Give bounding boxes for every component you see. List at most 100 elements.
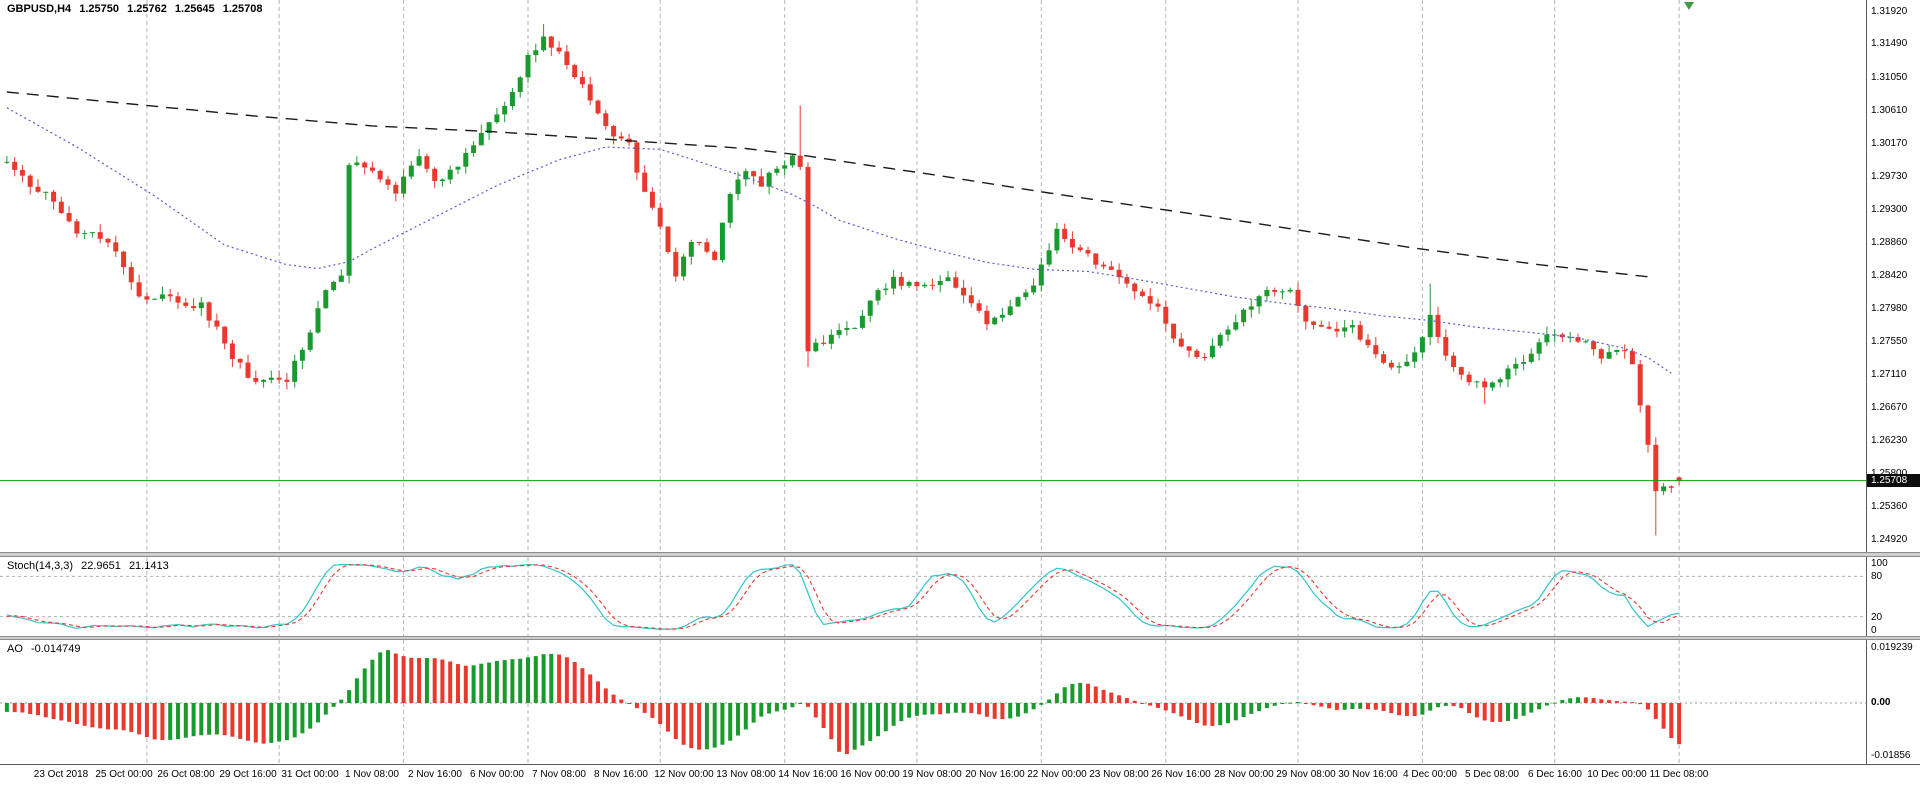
time-axis-label: 30 Nov 16:00 (1338, 769, 1398, 780)
candle-body (455, 166, 461, 170)
candle-body (1567, 337, 1573, 339)
ao-name: AO (7, 643, 23, 655)
candle-body (1093, 253, 1099, 265)
price-axis-label: 1.27110 (1871, 369, 1907, 380)
ao-bar (541, 654, 546, 704)
candle-body (1482, 381, 1488, 388)
ao-bar (1366, 703, 1370, 710)
candle-body (183, 302, 189, 306)
candle-body (1085, 250, 1091, 254)
awesome-oscillator-canvas[interactable] (0, 640, 1866, 764)
price-axis[interactable]: 1.25708 1.31920 1.31490 1.31050 1.30610 1.30… (1866, 0, 1920, 764)
candle-body (828, 334, 834, 344)
candle-body (1412, 352, 1418, 362)
candle-body (1256, 296, 1262, 307)
ao-bar (930, 703, 935, 715)
candle-body (1583, 341, 1589, 343)
candle-body (875, 290, 881, 301)
ao-bar (1622, 701, 1627, 703)
price-axis-label: 1.30170 (1871, 138, 1908, 149)
ao-bar (899, 703, 904, 722)
ao-bar (782, 703, 787, 710)
ao-bar (1327, 703, 1332, 709)
ao-bar (292, 703, 297, 738)
candle-body (704, 242, 710, 252)
ao-bar (642, 703, 647, 713)
stochastic-d-value: 21.1413 (128, 560, 169, 572)
pane-separator[interactable] (0, 552, 1920, 557)
candle-body (992, 317, 998, 325)
stoch-k-line (6, 563, 1680, 630)
candle-body (1544, 334, 1550, 343)
candle-body (1163, 306, 1169, 324)
ao-bar (1669, 703, 1674, 738)
candle-body (385, 179, 391, 185)
candle-body (1513, 363, 1519, 369)
candle-body (1186, 346, 1192, 351)
ao-bar (1373, 703, 1378, 710)
price-axis-label: 1.25800 (1871, 468, 1907, 480)
ao-bar (230, 703, 235, 737)
ao-bar (837, 703, 842, 752)
ao-bar (1521, 703, 1526, 716)
ao-bar (1156, 703, 1160, 708)
ao-bar (1467, 703, 1472, 713)
candle-body (463, 153, 469, 167)
ao-bar (1070, 683, 1075, 704)
candle-body (338, 275, 344, 282)
ao-bar (1163, 703, 1168, 711)
ao-bar (1218, 703, 1223, 726)
stochastic-pane[interactable]: Stoch(14,3,3) 22.9651 21.1413 (0, 557, 1866, 636)
price-chart-canvas[interactable] (0, 0, 1866, 552)
ao-bar (1591, 698, 1596, 703)
ao-bar (1047, 699, 1052, 704)
ao-bar (1560, 700, 1565, 703)
candle-body (222, 326, 228, 344)
time-axis[interactable]: 23 Oct 2018 25 Oct 00:00 26 Oct 08:00 29 Oc… (0, 764, 1920, 786)
ao-bar (1358, 703, 1363, 709)
candle-body (1326, 326, 1332, 329)
candle-body (1311, 321, 1317, 325)
awesome-oscillator-pane[interactable]: AO -0.014749 (0, 640, 1866, 764)
chart-shift-marker-icon[interactable] (1684, 2, 1694, 10)
ao-bar (992, 703, 997, 719)
candle-body (1676, 477, 1682, 481)
candle-body (1287, 289, 1293, 292)
candle-body (1653, 444, 1659, 492)
main-price-pane[interactable]: GBPUSD,H4 1.25750 1.25762 1.25645 1.2570… (0, 0, 1866, 552)
ao-bar (1498, 703, 1503, 722)
candle-body (937, 281, 943, 286)
ao-bar (1140, 703, 1145, 704)
time-axis-label: 29 Oct 16:00 (219, 769, 277, 780)
ao-bar (697, 703, 702, 750)
ao-bar (1078, 682, 1083, 703)
ao-bar (868, 703, 873, 741)
ao-bar (1226, 703, 1230, 724)
candle-body (603, 113, 609, 127)
candle-body (1334, 328, 1340, 332)
candle-body (1606, 352, 1612, 359)
candle-body (1489, 382, 1495, 388)
candle-body (751, 171, 757, 177)
ao-bar (1436, 703, 1440, 708)
candle-body (1427, 314, 1433, 338)
ao-bar (1062, 687, 1067, 703)
ao-bar (1599, 699, 1604, 703)
pane-separator[interactable] (0, 636, 1920, 640)
ao-bar (743, 703, 748, 730)
ao-bar (207, 703, 212, 735)
ao-bar (1187, 703, 1192, 720)
candle-body (1528, 353, 1534, 362)
ao-bar (144, 703, 149, 737)
stochastic-canvas[interactable] (0, 557, 1866, 636)
moving-average-line (6, 107, 1672, 374)
moving-average-line (6, 91, 1649, 278)
time-axis-label: 26 Nov 16:00 (1151, 769, 1211, 780)
candle-body (198, 302, 204, 309)
candle-body (19, 169, 25, 176)
candle-body (1443, 337, 1449, 356)
candle-body (27, 175, 33, 187)
ao-bar (510, 659, 515, 704)
ao-bar (1428, 703, 1433, 711)
ao-bar (316, 703, 320, 723)
